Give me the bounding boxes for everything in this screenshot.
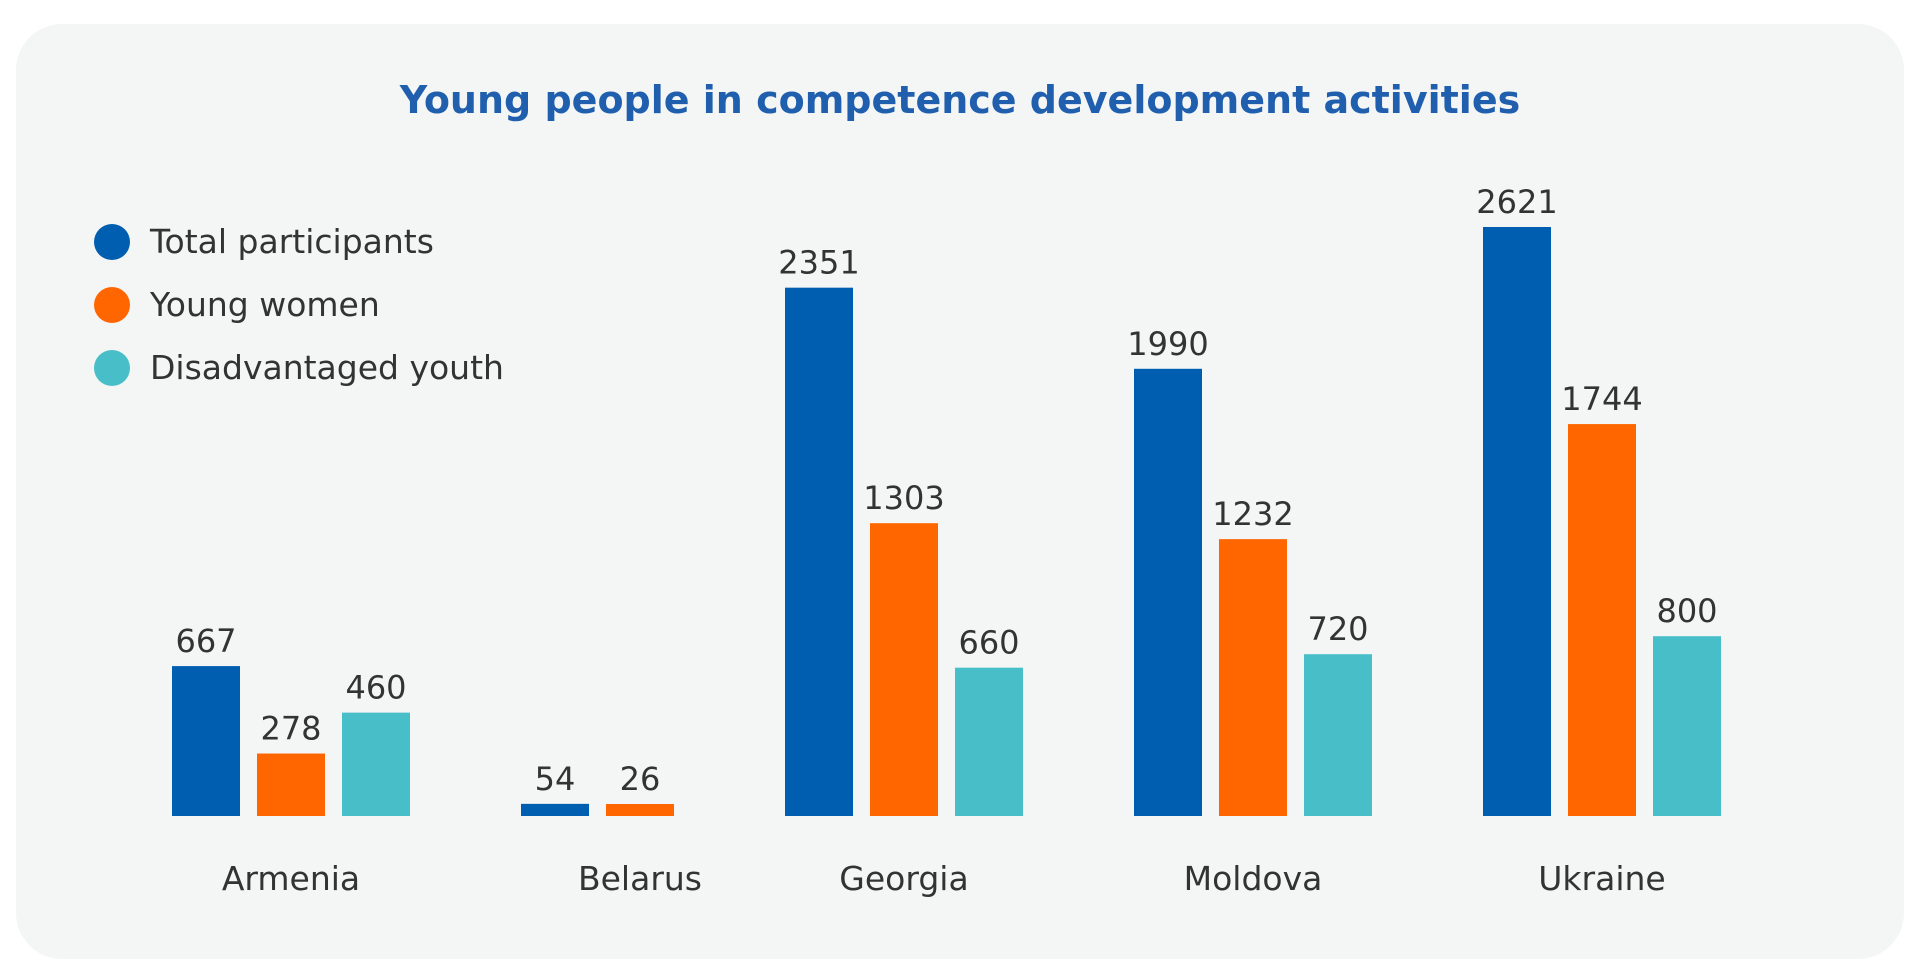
bar-moldova-0 — [1134, 368, 1202, 816]
data-label-moldova-0: 1990 — [1127, 325, 1208, 363]
data-label-belarus-0: 54 — [535, 760, 576, 798]
legend-label-disadvantaged: Disadvantaged youth — [150, 348, 504, 387]
data-label-armenia-0: 667 — [175, 622, 236, 660]
category-label-moldova: Moldova — [1184, 859, 1323, 898]
bar-ukraine-2 — [1653, 636, 1721, 816]
legend-item-women: Young women — [94, 273, 504, 336]
data-label-georgia-2: 660 — [958, 624, 1019, 662]
bar-georgia-0 — [785, 287, 853, 817]
data-label-moldova-1: 1232 — [1212, 495, 1293, 533]
data-label-ukraine-0: 2621 — [1476, 183, 1557, 221]
bar-ukraine-1 — [1568, 424, 1636, 816]
legend: Total participants Young women Disadvant… — [94, 210, 504, 399]
bar-armenia-0 — [172, 666, 240, 816]
data-label-armenia-1: 278 — [260, 710, 321, 748]
bar-armenia-2 — [342, 712, 410, 816]
bar-belarus-1 — [606, 804, 674, 816]
legend-swatch-women — [94, 286, 130, 323]
data-label-belarus-1: 26 — [620, 760, 661, 798]
chart-title: Young people in competence development a… — [399, 78, 1521, 122]
bar-moldova-2 — [1304, 654, 1372, 816]
data-label-ukraine-1: 1744 — [1561, 380, 1642, 418]
bar-georgia-2 — [955, 667, 1023, 816]
category-label-ukraine: Ukraine — [1538, 859, 1665, 898]
data-label-georgia-1: 1303 — [863, 479, 944, 517]
bar-armenia-1 — [257, 753, 325, 816]
bar-ukraine-0 — [1483, 227, 1551, 816]
legend-item-total: Total participants — [94, 210, 504, 273]
bar-belarus-0 — [521, 803, 589, 816]
category-label-armenia: Armenia — [222, 859, 360, 898]
legend-label-women: Young women — [150, 285, 380, 324]
data-label-ukraine-2: 800 — [1656, 592, 1717, 630]
legend-item-disadvantaged: Disadvantaged youth — [94, 336, 504, 399]
legend-swatch-total — [94, 223, 130, 260]
legend-label-total: Total participants — [150, 222, 434, 261]
bar-georgia-1 — [870, 523, 938, 816]
data-label-armenia-2: 460 — [345, 669, 406, 707]
legend-swatch-disadvantaged — [94, 349, 130, 386]
category-label-belarus: Belarus — [578, 859, 702, 898]
data-label-moldova-2: 720 — [1307, 610, 1368, 648]
data-label-georgia-0: 2351 — [778, 244, 859, 282]
category-label-georgia: Georgia — [839, 859, 968, 898]
bar-moldova-1 — [1219, 539, 1287, 816]
